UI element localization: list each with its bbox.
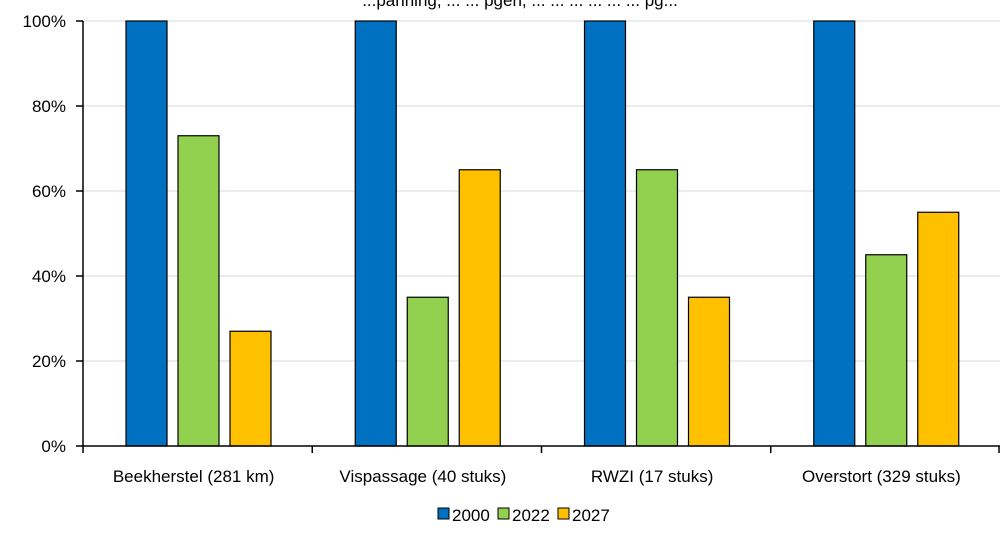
legend-label-2000: 2000	[452, 506, 490, 525]
y-tick-label: 20%	[32, 352, 66, 371]
bar-2022-1	[177, 135, 220, 447]
bar-2022-2	[406, 296, 449, 447]
x-category-label: Beekherstel (281 km)	[113, 467, 275, 486]
legend-swatch-2000	[437, 507, 450, 520]
x-category-label: Vispassage (40 stuks)	[339, 467, 506, 486]
legend-label-2022: 2022	[512, 506, 550, 525]
legend-swatch-2027	[557, 507, 570, 520]
bar-2000-1	[125, 20, 168, 447]
y-tick-label: 80%	[32, 97, 66, 116]
bar-2022-4	[865, 254, 908, 447]
legend-swatch-2022	[497, 507, 510, 520]
x-axis-labels: Beekherstel (281 km) Vispassage (40 stuks…	[113, 467, 961, 486]
bar-2000-3	[583, 20, 627, 447]
y-tick-label: 0%	[41, 437, 66, 456]
bar-2027-3	[687, 296, 731, 447]
y-tick-label: 40%	[32, 267, 66, 286]
bar-2000-4	[813, 20, 856, 447]
y-tick-label: 60%	[32, 182, 66, 201]
chart-title: ...panning, ... ... pgen, ... ... ... ..…	[362, 0, 678, 10]
legend: 2000 2022 2027	[437, 506, 610, 525]
bar-2000-2	[354, 20, 397, 447]
bar-2027-4	[917, 211, 960, 447]
bar-2027-1	[229, 330, 272, 447]
x-category-label: Overstort (329 stuks)	[802, 467, 961, 486]
y-tick-label: 100%	[23, 12, 66, 31]
bars	[125, 20, 960, 447]
axes	[76, 20, 1000, 453]
gridlines	[83, 20, 1000, 362]
bar-2027-2	[458, 169, 501, 447]
y-axis-labels: 0% 20% 40% 60% 80% 100%	[23, 12, 66, 456]
legend-label-2027: 2027	[572, 506, 610, 525]
bar-2022-3	[635, 169, 679, 447]
x-category-label: RWZI (17 stuks)	[591, 467, 713, 486]
